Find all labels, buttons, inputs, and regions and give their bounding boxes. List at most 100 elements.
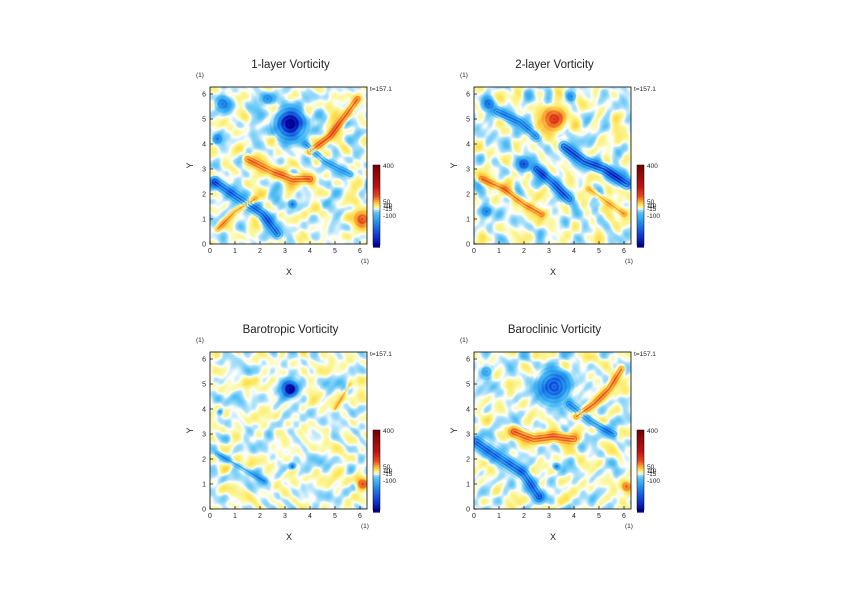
colorbar-band — [637, 481, 644, 484]
colorbar-band — [373, 507, 380, 511]
panel-title: 1-layer Vorticity — [251, 59, 330, 71]
colorbar-band — [637, 442, 644, 445]
colorbar-band — [373, 430, 380, 433]
colorbar-band — [373, 460, 380, 464]
colorbar-band — [373, 473, 380, 476]
colorbar-band — [637, 452, 644, 456]
plot-frame — [209, 351, 368, 510]
y-tick-label: 4 — [466, 407, 470, 414]
colorbar-band — [373, 212, 380, 215]
colorbar-frame — [372, 429, 381, 511]
time-label: t=157.1 — [370, 351, 392, 358]
colorbar-band — [373, 171, 380, 174]
colorbar-band — [373, 505, 380, 509]
x-tick-label: 2 — [522, 248, 526, 255]
colorbar-band — [373, 236, 380, 240]
colorbar-band — [637, 458, 644, 462]
x-tick-label: 0 — [472, 248, 476, 255]
colorbar-band — [637, 495, 644, 499]
colorbar-band — [637, 434, 644, 437]
colorbar-band — [637, 187, 644, 191]
colorbar-band — [373, 238, 380, 242]
colorbar-band — [373, 491, 380, 495]
x-axis-label: X — [286, 532, 292, 542]
colorbar-band — [637, 165, 644, 168]
vorticity-heatmap — [474, 87, 631, 244]
colorbar-band — [637, 240, 644, 244]
colorbar-band — [637, 228, 644, 232]
x-tick-label: 6 — [622, 248, 626, 255]
colorbar-band — [637, 193, 644, 197]
colorbar-band — [637, 181, 644, 185]
colorbar-band — [637, 173, 644, 176]
colorbar-band — [637, 446, 644, 450]
colorbar-band — [637, 479, 644, 482]
colorbar-band — [373, 234, 380, 238]
x-tick-label: 0 — [472, 513, 476, 520]
colorbar-band — [373, 458, 380, 462]
y-tick-label: 5 — [466, 382, 470, 389]
x-tick-label: 4 — [572, 513, 576, 520]
x-tick-label: 1 — [233, 513, 237, 520]
x-unit-label: (1) — [361, 258, 369, 265]
y-tick-label: 6 — [202, 357, 206, 364]
panel-title: Barotropic Vorticity — [243, 324, 339, 336]
colorbar-frame — [636, 429, 645, 511]
colorbar-label: 10 — [383, 203, 391, 210]
colorbar-label: 10 — [647, 203, 655, 210]
x-tick-label: 5 — [597, 248, 601, 255]
colorbar-band — [637, 497, 644, 501]
colorbar-band — [373, 199, 380, 203]
colorbar-band — [637, 189, 644, 193]
colorbar-band — [637, 203, 644, 207]
colorbar-label: -15 — [647, 471, 657, 478]
vorticity-heatmap — [474, 352, 631, 509]
x-unit-label: (1) — [625, 258, 633, 265]
colorbar-label: -10 — [647, 468, 657, 475]
colorbar-frame — [372, 164, 381, 246]
colorbar-band — [373, 464, 380, 468]
colorbar-band — [637, 214, 644, 217]
colorbar-band — [373, 216, 380, 219]
panel-title: Baroclinic Vorticity — [508, 324, 602, 336]
colorbar-band — [373, 201, 380, 205]
colorbar-band — [373, 220, 380, 223]
colorbar-band — [637, 462, 644, 466]
colorbar-band — [637, 222, 644, 226]
colorbar-band — [373, 181, 380, 185]
colorbar-band — [373, 232, 380, 236]
colorbar-band — [637, 242, 644, 246]
y-unit-label: (1) — [460, 72, 468, 79]
y-tick-label: 5 — [202, 382, 206, 389]
colorbar-band — [373, 175, 380, 178]
time-label: t=157.1 — [634, 86, 656, 93]
colorbar-band — [373, 230, 380, 234]
x-axis-label: X — [550, 532, 556, 542]
colorbar-band — [373, 195, 380, 199]
x-tick-label: 5 — [597, 513, 601, 520]
x-tick-label: 6 — [358, 513, 362, 520]
colorbar-band — [637, 232, 644, 236]
colorbar-band — [373, 191, 380, 195]
colorbar-label: 400 — [647, 428, 658, 435]
y-unit-label: (1) — [460, 337, 468, 344]
colorbar-label: -10 — [647, 203, 657, 210]
colorbar-band — [637, 234, 644, 238]
colorbar-band — [373, 228, 380, 232]
x-tick-label: 1 — [497, 248, 501, 255]
colorbar-band — [373, 501, 380, 505]
colorbar-label: 50 — [647, 199, 655, 206]
colorbar-band — [373, 442, 380, 445]
colorbar-band — [637, 432, 644, 435]
colorbar-band — [373, 214, 380, 217]
y-axis-label: Y — [449, 162, 459, 168]
x-unit-label: (1) — [625, 523, 633, 530]
colorbar-band — [373, 167, 380, 170]
colorbar-band — [637, 510, 644, 513]
colorbar-band — [637, 224, 644, 228]
colorbar-band — [373, 444, 380, 447]
colorbar-label: 50 — [383, 199, 391, 206]
colorbar-band — [373, 197, 380, 201]
colorbar-band — [373, 468, 380, 472]
x-tick-label: 2 — [258, 513, 262, 520]
